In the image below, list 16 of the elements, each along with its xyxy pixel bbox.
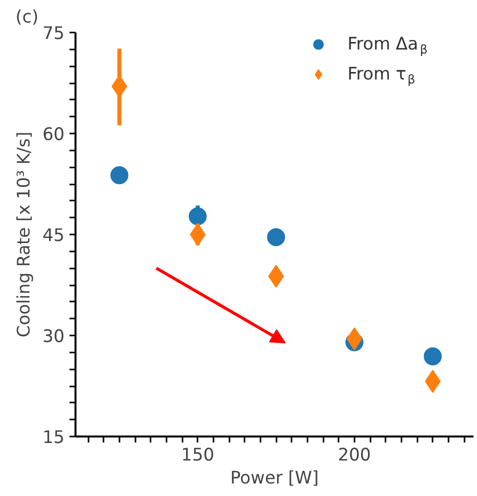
point	[267, 228, 286, 246]
y-axis-title: Cooling Rate [x 10³ K/s]	[14, 132, 34, 338]
y-tick-label: 60	[42, 125, 65, 145]
point	[190, 223, 206, 246]
x-tick-label: 150	[181, 446, 214, 466]
chart-title: (c)	[16, 8, 39, 28]
x-axis-title: Power [W]	[230, 468, 319, 488]
y-tick-label: 75	[42, 24, 65, 44]
y-tick-label: 30	[42, 327, 65, 347]
point	[110, 166, 128, 184]
y-tick-label: 45	[42, 226, 65, 246]
point	[188, 207, 207, 226]
y-tick-label: 15	[42, 428, 65, 448]
point	[424, 370, 441, 393]
x-tick-label: 200	[338, 446, 371, 466]
point	[424, 347, 442, 366]
